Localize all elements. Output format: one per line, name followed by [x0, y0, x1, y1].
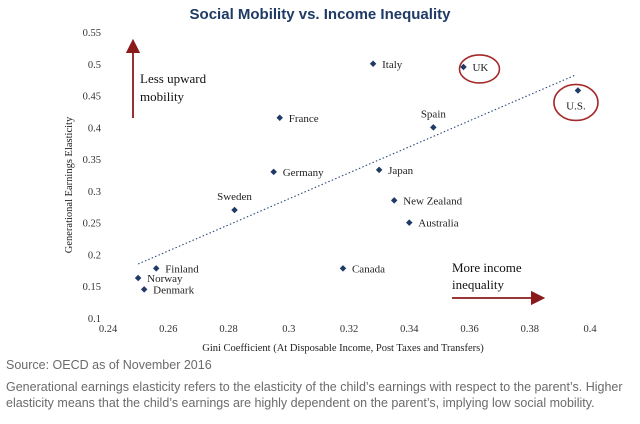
x-tick-label: 0.24 — [99, 324, 118, 335]
point-label-norway: Norway — [147, 273, 183, 285]
data-point-canada — [339, 265, 347, 272]
data-point-sweden — [231, 206, 238, 214]
data-point-norway — [134, 274, 142, 282]
data-point-new-zealand — [390, 197, 398, 204]
annotations: Less upward mobility More income inequality — [125, 38, 546, 306]
y-tick-label: 0.45 — [83, 92, 101, 103]
x-tick-label: 0.4 — [583, 324, 597, 335]
point-label-finland: Finland — [165, 263, 199, 275]
data-point-spain — [430, 124, 437, 131]
chart-area: Social Mobility vs. Income Inequality 0.… — [64, 6, 599, 354]
highlight-circle-u-s — [553, 83, 599, 122]
x-tick-label: 0.38 — [521, 324, 539, 335]
data-point-u-s — [574, 87, 582, 94]
x-tick-label: 0.32 — [340, 324, 358, 335]
x-tick-label: 0.36 — [460, 324, 478, 335]
point-label-australia: Australia — [418, 218, 458, 230]
more-inequality-label: inequality — [452, 277, 504, 292]
y-tick-label: 0.55 — [83, 28, 101, 39]
less-mobility-label: mobility — [140, 89, 185, 104]
y-tick-label: 0.2 — [88, 250, 101, 261]
point-label-new-zealand: New Zealand — [403, 195, 462, 207]
trendline — [137, 74, 576, 265]
point-label-uk: UK — [472, 62, 488, 74]
axis-ticks: 0.24 0.26 0.28 0.3 0.32 0.34 0.36 0.38 0.4 0.1 0.1… — [83, 28, 598, 335]
point-label-sweden: Sweden — [217, 191, 252, 203]
point-label-italy: Italy — [382, 59, 403, 71]
data-point-australia — [405, 219, 413, 226]
y-axis-title: Generational Earnings Elasticity — [64, 116, 75, 253]
y-tick-label: 0.1 — [88, 314, 101, 325]
point-label-germany: Germany — [283, 167, 324, 179]
data-point-france — [276, 114, 283, 122]
data-point-japan — [375, 166, 383, 174]
data-point-germany — [270, 168, 277, 176]
y-tick-label: 0.5 — [88, 60, 101, 71]
x-axis-title: Gini Coefficient (At Disposable Income, … — [202, 343, 484, 354]
x-tick-label: 0.3 — [282, 324, 295, 335]
point-label-denmark: Denmark — [153, 284, 194, 296]
scatter-chart: Social Mobility vs. Income Inequality 0.… — [64, 6, 599, 354]
point-label-france: France — [289, 113, 319, 125]
x-tick-label: 0.28 — [219, 324, 237, 335]
point-label-u-s: U.S. — [566, 100, 586, 112]
trendline-layer — [137, 74, 576, 265]
data-point-uk — [460, 63, 467, 71]
y-tick-label: 0.15 — [83, 282, 101, 293]
x-tick-label: 0.34 — [400, 324, 419, 335]
x-tick-label: 0.26 — [159, 324, 177, 335]
source-note: Source: OECD as of November 2016 — [6, 358, 212, 372]
data-point-denmark — [140, 286, 148, 293]
point-label-canada: Canada — [352, 263, 385, 275]
y-tick-label: 0.25 — [83, 219, 101, 230]
chart-title: Social Mobility vs. Income Inequality — [190, 6, 452, 23]
highlight-circle-uk — [458, 54, 501, 84]
y-tick-label: 0.3 — [88, 187, 101, 198]
point-label-japan: Japan — [388, 165, 414, 177]
more-inequality-label: More income — [452, 260, 522, 275]
elasticity-footnote: Generational earnings elasticity refers … — [6, 380, 623, 410]
data-points: Italy UK U.S. France Spain Germany Japan Sweden… — [134, 54, 599, 296]
point-label-spain: Spain — [421, 108, 447, 120]
y-tick-label: 0.4 — [88, 123, 102, 134]
data-point-finland — [152, 265, 160, 272]
y-tick-label: 0.35 — [83, 155, 101, 166]
less-mobility-label: Less upward — [140, 71, 207, 86]
data-point-italy — [369, 60, 377, 68]
